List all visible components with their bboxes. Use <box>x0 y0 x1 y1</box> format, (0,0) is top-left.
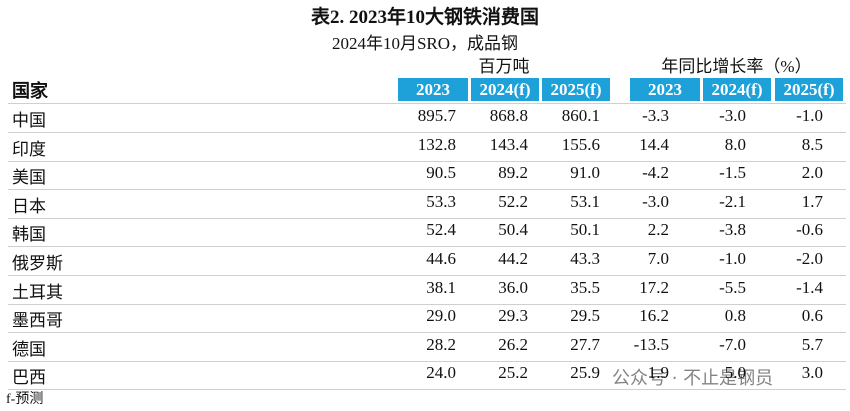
cell: -3.8 <box>719 220 746 240</box>
footnote: f-预测 <box>6 392 44 407</box>
cell: 52.4 <box>426 220 456 240</box>
rule <box>8 217 846 219</box>
cell: 143.4 <box>489 134 528 154</box>
cell: 3.0 <box>801 363 823 383</box>
cell: 1.7 <box>801 191 823 211</box>
subtitle: 2024年10月SRO，成品钢 <box>331 34 519 53</box>
cell: -3.0 <box>719 106 746 125</box>
cell: 860.1 <box>561 106 600 125</box>
cell: 38.1 <box>426 277 456 297</box>
cell: 43.3 <box>570 249 600 268</box>
cell: -3.0 <box>642 191 669 211</box>
rule <box>8 189 846 191</box>
cell: 25.2 <box>498 363 528 383</box>
cell: 91.0 <box>570 163 600 183</box>
cell: 2.2 <box>647 220 669 240</box>
cell: 27.7 <box>570 334 600 354</box>
cell: 0.8 <box>724 306 746 326</box>
cell: 53.3 <box>426 191 456 211</box>
cell: 29.5 <box>570 306 600 326</box>
rule <box>8 332 846 334</box>
cell: -4.2 <box>642 163 669 183</box>
country: 俄罗斯 <box>12 254 63 273</box>
cell: 50.4 <box>498 220 528 240</box>
cell: 36.0 <box>498 277 528 297</box>
cell: 44.2 <box>498 249 528 268</box>
cell: 155.6 <box>561 134 600 154</box>
cell: 0.6 <box>801 306 823 326</box>
cell: 53.1 <box>570 191 600 211</box>
cell: 50.1 <box>570 220 600 240</box>
cell: 132.8 <box>417 134 456 154</box>
cell: 16.2 <box>639 306 669 326</box>
cell: 868.8 <box>489 106 528 125</box>
rule <box>8 389 846 391</box>
column-header: 2024(f) <box>471 78 539 101</box>
watermark: 公众号 · 不止是钢员 <box>612 368 774 389</box>
rule <box>8 132 846 133</box>
cell: 8.5 <box>801 134 823 154</box>
cell: 7.0 <box>647 249 669 268</box>
cell: 29.0 <box>426 306 456 326</box>
cell: 17.2 <box>639 277 669 297</box>
cell: -2.1 <box>719 191 746 211</box>
cell: 28.2 <box>426 334 456 354</box>
cell: 1.9 <box>647 363 669 383</box>
cell: 44.6 <box>426 249 456 268</box>
cell: 5.0 <box>724 363 746 383</box>
rule <box>8 103 846 104</box>
country: 墨西哥 <box>12 311 63 331</box>
cell: 25.9 <box>570 363 600 383</box>
rule <box>8 160 846 162</box>
cell: -1.5 <box>719 163 746 183</box>
cell: 8.0 <box>724 134 746 154</box>
country: 中国 <box>12 111 46 130</box>
cell: -3.3 <box>642 106 669 125</box>
country-header: 国家 <box>12 81 48 101</box>
cell: 24.0 <box>426 363 456 383</box>
country: 美国 <box>12 168 46 188</box>
cell: -0.6 <box>796 220 823 240</box>
cell: -5.5 <box>719 277 746 297</box>
country: 印度 <box>12 139 46 159</box>
column-header: 2025(f) <box>775 78 843 101</box>
rule <box>8 360 846 362</box>
cell: 26.2 <box>498 334 528 354</box>
column-header: 2025(f) <box>542 78 610 101</box>
cell: 2.0 <box>801 163 823 183</box>
country: 韩国 <box>12 225 46 245</box>
cell: -7.0 <box>719 334 746 354</box>
cell: 14.4 <box>639 134 669 154</box>
group-header: 百万吨 <box>478 57 530 76</box>
group-header: 年同比增长率（%） <box>661 57 812 76</box>
cell: 52.2 <box>498 191 528 211</box>
cell: 89.2 <box>498 163 528 183</box>
rule <box>8 275 846 276</box>
cell: 90.5 <box>426 163 456 183</box>
cell: 35.5 <box>570 277 600 297</box>
cell: -1.0 <box>796 106 823 125</box>
cell: 5.7 <box>801 334 823 354</box>
cell: 29.3 <box>498 306 528 326</box>
column-header: 2023 <box>630 78 700 101</box>
title: 表2. 2023年10大钢铁消费国 <box>310 7 539 28</box>
column-header: 2023 <box>398 78 468 101</box>
column-header: 2024(f) <box>703 78 771 101</box>
cell: -1.4 <box>796 277 823 297</box>
rule <box>8 246 846 248</box>
country: 土耳其 <box>12 282 63 302</box>
cell: 895.7 <box>417 106 456 125</box>
cell: -13.5 <box>633 334 669 354</box>
cell: -1.0 <box>719 249 746 268</box>
country: 日本 <box>12 196 46 216</box>
rule <box>8 303 846 305</box>
country: 德国 <box>12 339 46 359</box>
country: 巴西 <box>12 368 46 388</box>
cell: -2.0 <box>796 249 823 268</box>
